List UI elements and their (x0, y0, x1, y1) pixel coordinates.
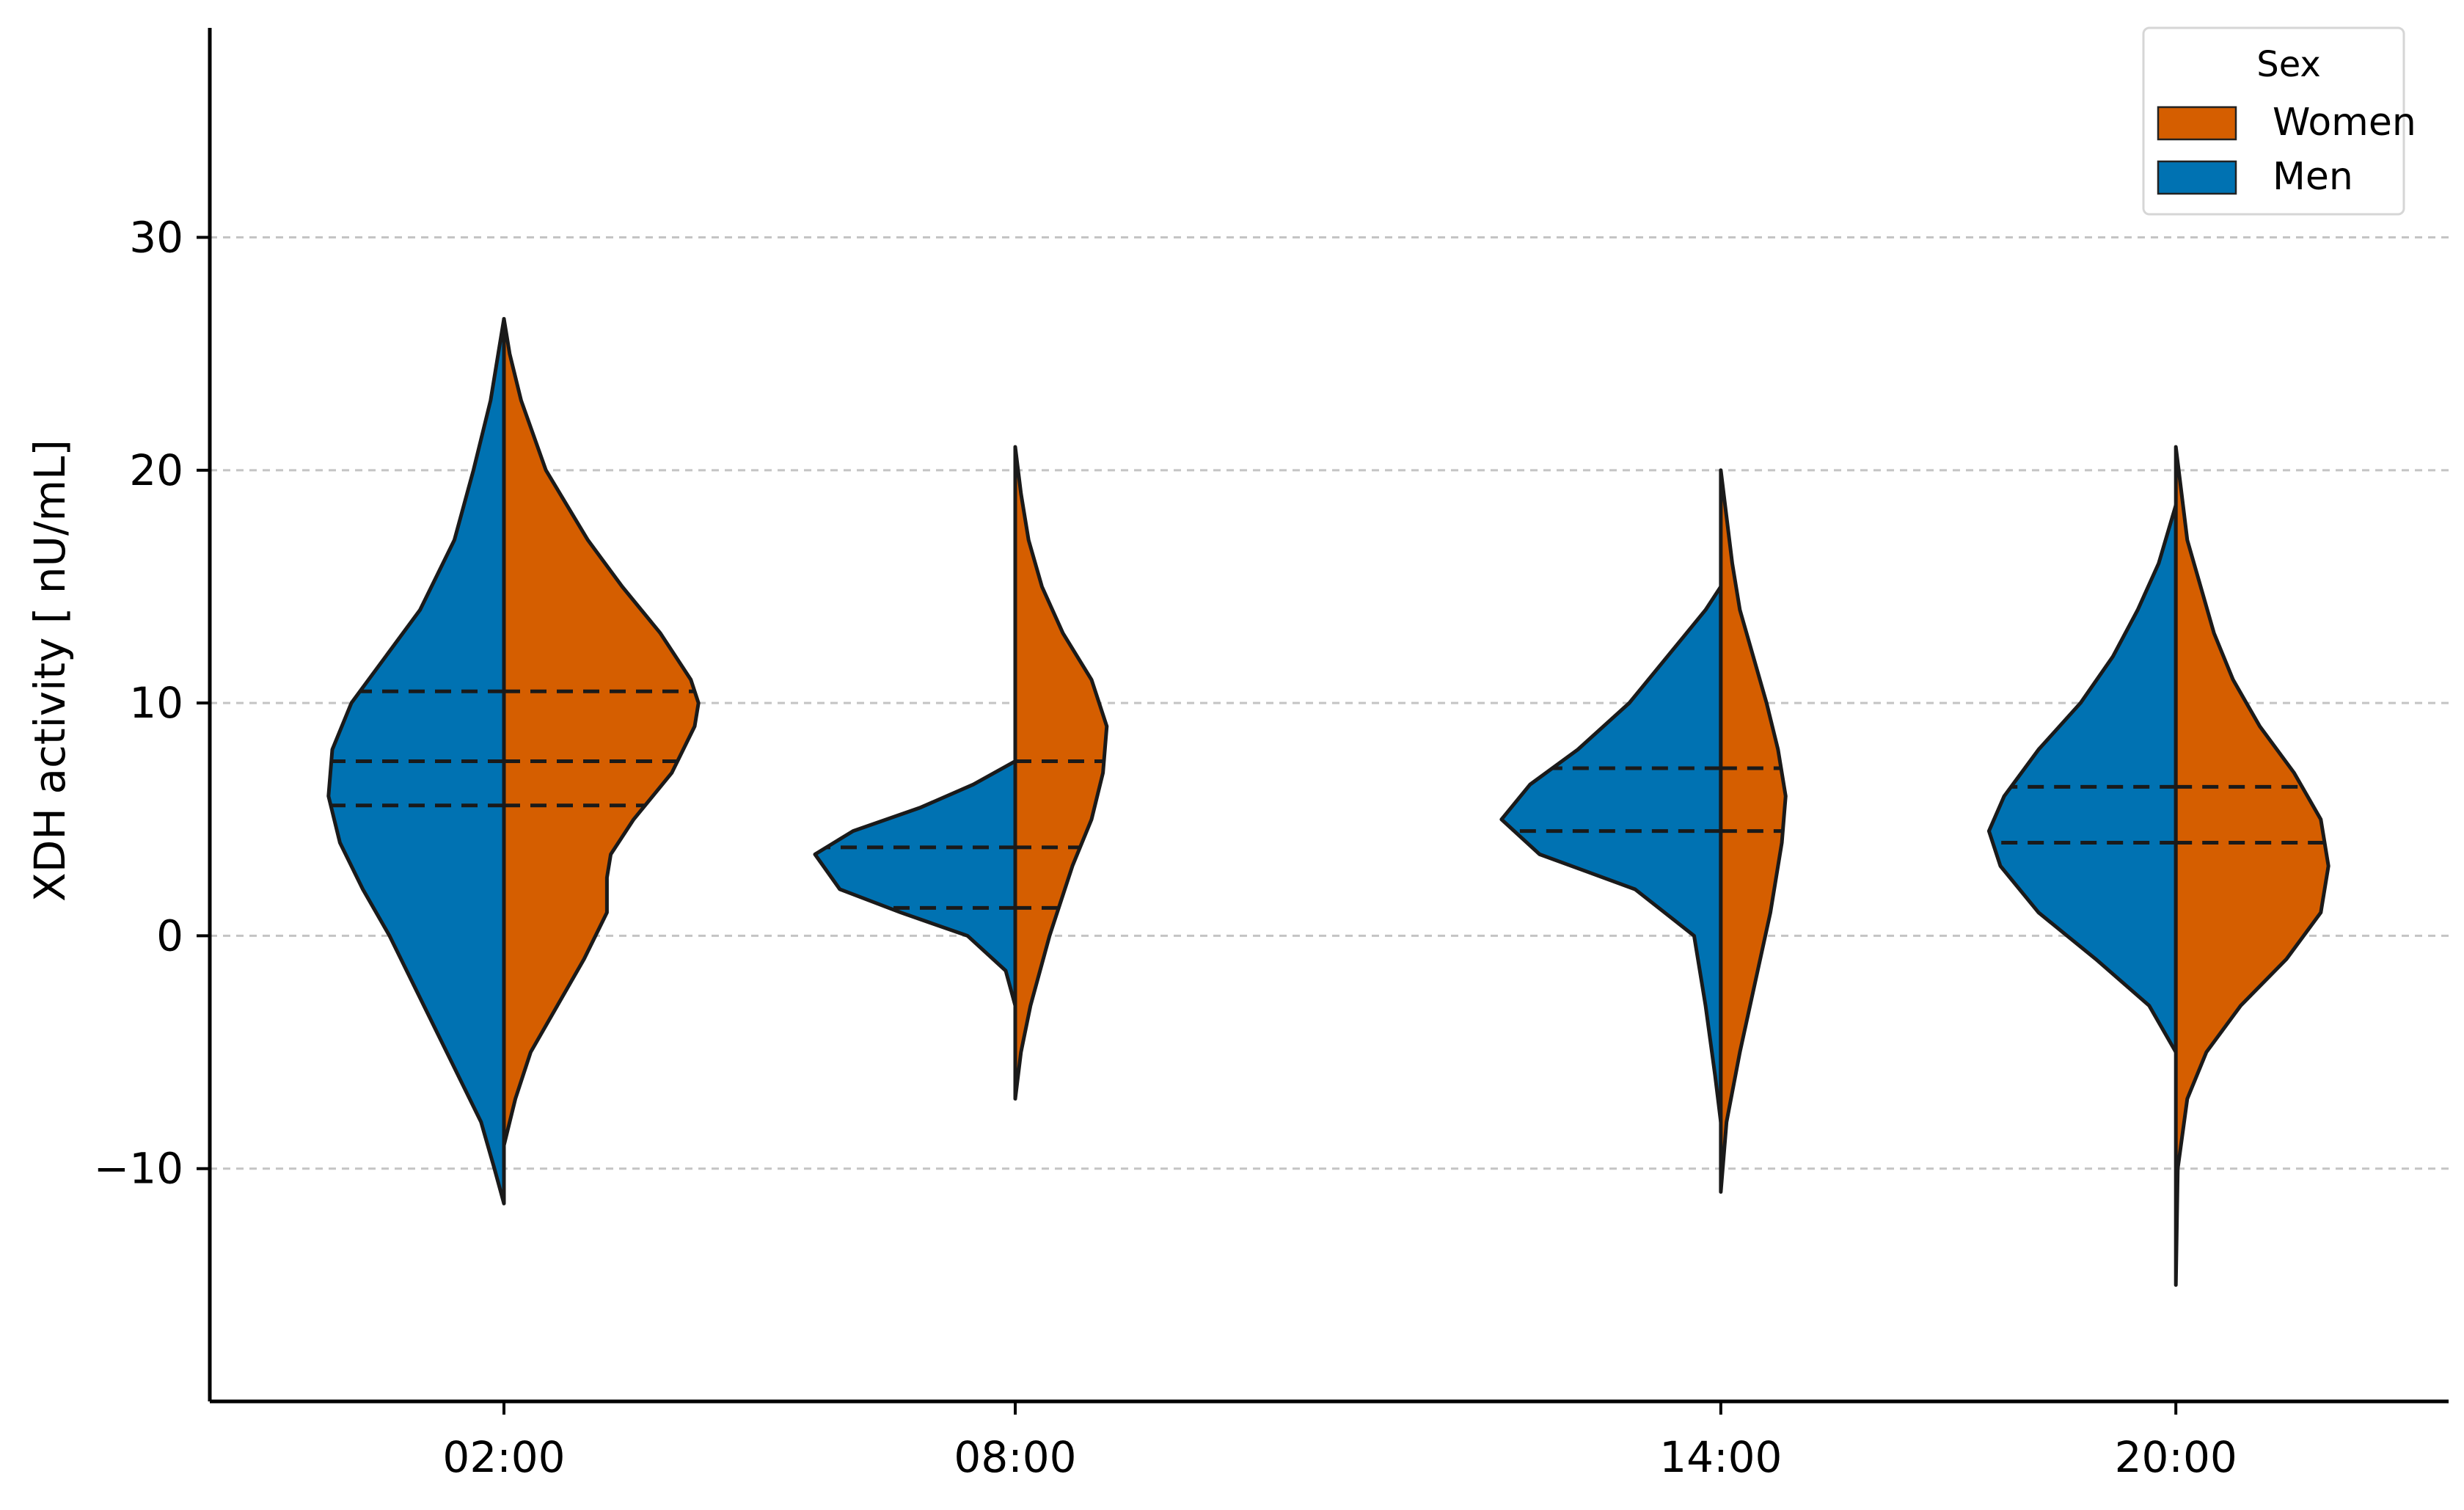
violin-women-2000 (2174, 445, 2330, 1287)
axes (208, 28, 2449, 1404)
legend-swatch-women (2157, 106, 2237, 141)
y-tick-label: −10 (94, 1144, 183, 1194)
legend-swatch-men (2157, 160, 2237, 195)
x-tick-label: 20:00 (2115, 1432, 2237, 1482)
violin-men-0800 (813, 759, 1017, 1008)
y-tick-label: 20 (129, 445, 183, 495)
legend-title: Sex (2256, 44, 2321, 85)
violins (326, 317, 2330, 1287)
y-axis-title: XDH activity [ nU/mL] (25, 439, 75, 902)
x-tick-label: 14:00 (1659, 1432, 1782, 1482)
legend-label-men: Men (2273, 155, 2353, 199)
x-tick-label: 02:00 (442, 1432, 565, 1482)
y-tick-label: 10 (129, 678, 183, 728)
violin-women-0800 (1013, 445, 1109, 1101)
x-tick-label: 08:00 (954, 1432, 1076, 1482)
ticks: −10 0 10 20 30 02:00 08:00 14:00 20:00 (94, 213, 2237, 1482)
violin-women-0200 (502, 317, 701, 1148)
legend-label-women: Women (2273, 101, 2416, 145)
legend: Sex Women Men (2142, 26, 2416, 216)
y-tick-label: 0 (156, 911, 183, 960)
y-tick-label: 30 (129, 213, 183, 263)
violin-men-1400 (1499, 584, 1723, 1124)
violin-men-2000 (1986, 503, 2178, 1054)
